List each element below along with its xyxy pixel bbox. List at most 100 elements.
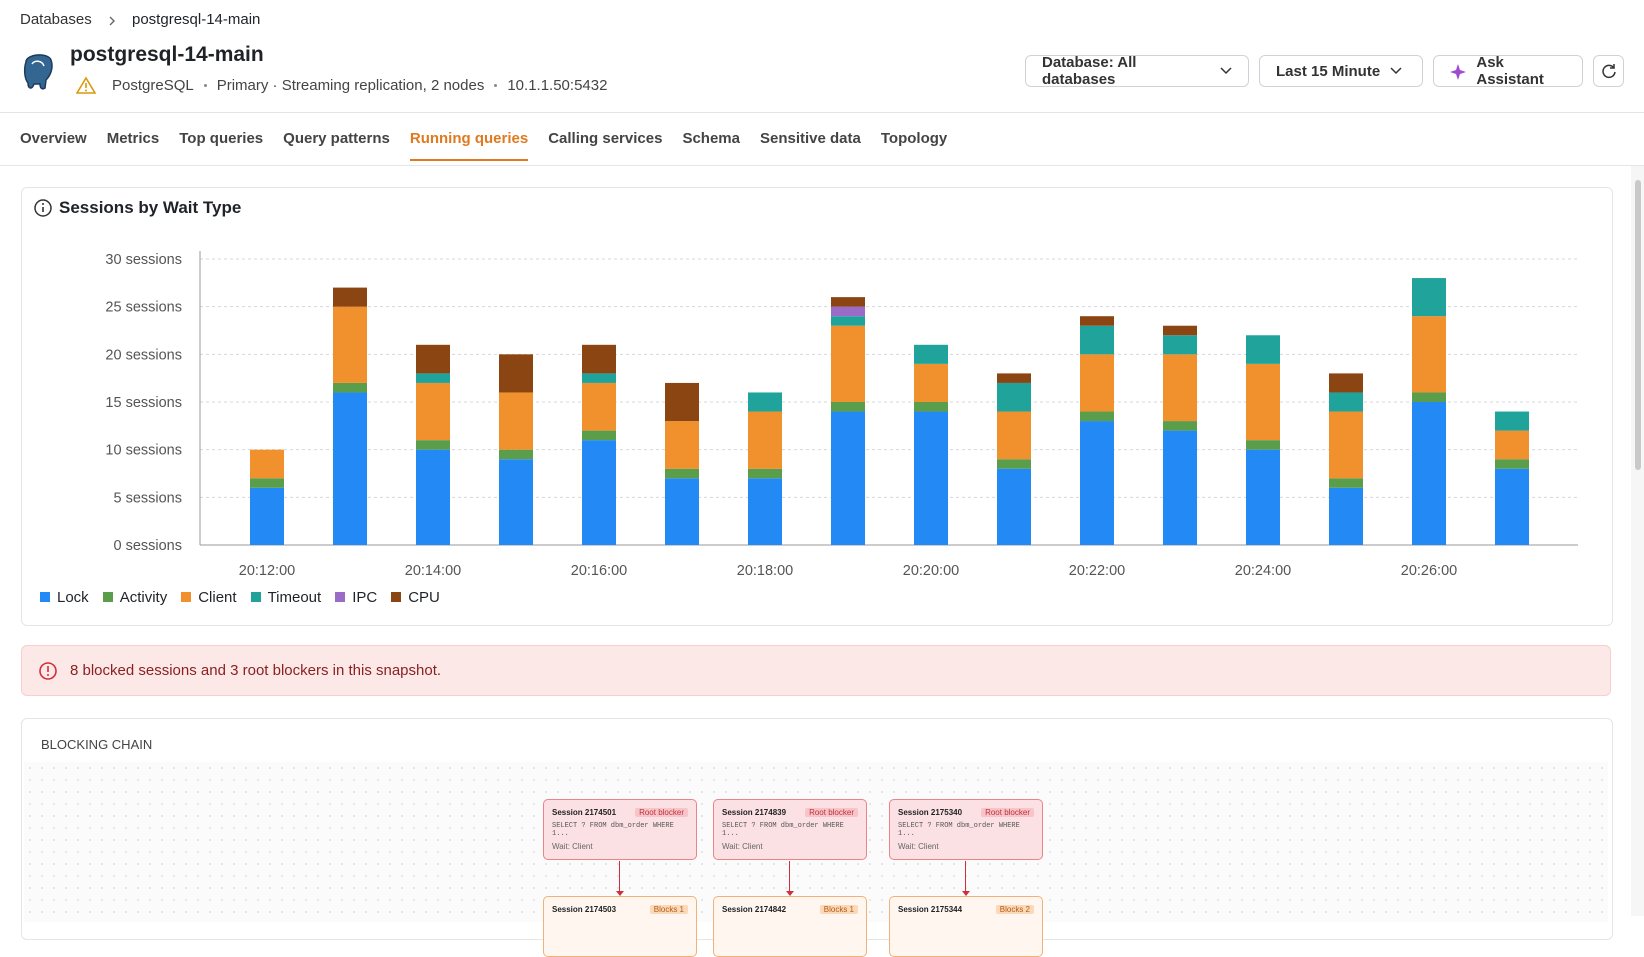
x-tick-label: 20:16:00 <box>571 563 627 579</box>
database-select[interactable]: Database: All databases <box>1025 54 1249 88</box>
bar-segment <box>997 411 1031 460</box>
tab[interactable]: Schema <box>682 130 740 147</box>
bar-segment <box>1163 354 1197 422</box>
breadcrumb[interactable]: Databases <box>20 11 92 28</box>
session-node[interactable]: Session 2174839 Root blocker SELECT ? FROM… <box>713 799 867 860</box>
session-id: Session 2174501 <box>552 808 617 817</box>
legend-item: Activity <box>102 589 168 606</box>
bar-segment <box>416 382 450 441</box>
refresh-button[interactable] <box>1593 55 1624 87</box>
badge: Root blocker <box>635 808 688 817</box>
sparkle-icon <box>1450 64 1466 80</box>
badge: Blocks 1 <box>819 905 858 914</box>
session-node[interactable]: Session 2174503 Blocks 1 <box>543 896 697 957</box>
bar-segment <box>582 430 616 441</box>
bar-segment <box>831 402 865 412</box>
bar-segment <box>1163 335 1197 355</box>
legend-label: Lock <box>57 589 89 606</box>
bar-segment <box>748 478 782 545</box>
bar-segment <box>1246 440 1280 450</box>
legend-label: Activity <box>119 589 168 606</box>
button-label: Ask Assistant <box>1476 54 1544 88</box>
bar-segment <box>416 449 450 545</box>
bar-segment <box>499 392 533 450</box>
legend-swatch <box>335 592 346 602</box>
tab[interactable]: Calling services <box>548 130 663 147</box>
y-tick-label: 5 sessions <box>113 490 182 506</box>
bar-segment <box>1080 354 1114 412</box>
bar-segment <box>1080 316 1114 326</box>
bar-segment <box>416 373 450 383</box>
wait: Wait: Client <box>552 842 593 851</box>
bar-segment <box>997 382 1031 412</box>
tab[interactable]: Query patterns <box>283 130 390 147</box>
refresh-icon <box>1601 64 1616 79</box>
bar-segment <box>1329 411 1363 479</box>
bar-segment <box>1495 430 1529 460</box>
meta-item: Primary · Streaming replication, 2 nodes <box>216 76 485 94</box>
time-select[interactable]: Last 15 Minute <box>1259 55 1423 87</box>
bar-segment <box>582 382 616 431</box>
bar-segment <box>582 344 616 374</box>
session-node[interactable]: Session 2175340 Root blocker SELECT ? FROM… <box>889 799 1043 860</box>
legend-swatch <box>102 592 113 602</box>
separator <box>203 83 207 87</box>
query: SELECT ? FROM dbm_order WHERE 1... <box>898 822 1020 838</box>
bar-segment <box>831 411 865 545</box>
session-node[interactable]: Session 2175344 Blocks 2 <box>889 896 1043 957</box>
alert-text: 8 blocked sessions and 3 root blockers i… <box>70 662 442 679</box>
scrollbar-thumb[interactable] <box>1635 180 1641 470</box>
meta-item: 10.1.1.50:5432 <box>507 76 608 94</box>
legend-label: Timeout <box>267 589 322 606</box>
tab[interactable]: Top queries <box>179 130 264 147</box>
button-label: Last 15 Minute <box>1276 62 1381 80</box>
session-id: Session 2174842 <box>722 905 787 914</box>
query: SELECT ? FROM dbm_order WHERE 1... <box>722 822 844 838</box>
legend-item: Timeout <box>250 589 322 606</box>
node-header: Session 2174839 Root blocker <box>722 808 858 817</box>
tab[interactable]: Sensitive data <box>759 130 861 147</box>
session-id: Session 2174503 <box>552 905 617 914</box>
session-node[interactable]: Session 2174501 Root blocker SELECT ? FROM… <box>543 799 697 860</box>
tab[interactable]: Overview <box>20 130 87 147</box>
wait: Wait: Client <box>722 842 763 851</box>
bar-segment <box>914 402 948 412</box>
legend-item: CPU <box>391 589 440 606</box>
ask-assistant[interactable]: Ask Assistant <box>1433 54 1583 88</box>
bar-segment <box>748 392 782 412</box>
badge: Root blocker <box>981 808 1034 817</box>
bar-segment <box>831 325 865 402</box>
y-tick-label: 15 sessions <box>105 395 182 411</box>
bar-segment <box>831 316 865 326</box>
tab-bar: Overview Metrics Top queries Query patterns… <box>20 130 947 161</box>
bar-segment <box>1495 411 1529 431</box>
bar-segment <box>499 449 533 460</box>
bar-segment <box>665 382 699 422</box>
warning-icon <box>76 76 96 94</box>
tab[interactable]: Topology <box>880 130 948 147</box>
bar-segment <box>1163 430 1197 545</box>
bar-segment <box>499 459 533 545</box>
bar-segment <box>997 373 1031 383</box>
node-header: Session 2175340 Root blocker <box>898 808 1034 817</box>
legend-swatch <box>391 592 402 602</box>
bar-segment <box>1163 325 1197 336</box>
divider <box>0 112 1644 113</box>
tab[interactable]: Running queries <box>409 130 529 161</box>
arrow-head <box>786 891 794 896</box>
x-tick-label: 20:12:00 <box>239 563 295 579</box>
session-node[interactable]: Session 2174842 Blocks 1 <box>713 896 867 957</box>
wait: Wait: Client <box>898 842 939 851</box>
bar-segment <box>416 440 450 450</box>
meta-item: PostgreSQL <box>112 76 194 94</box>
bar-segment <box>997 468 1031 545</box>
arrow-head <box>616 891 624 896</box>
breadcrumb-sep <box>109 16 115 26</box>
bar-segment <box>1246 363 1280 441</box>
bar-segment <box>582 440 616 545</box>
scrollbar[interactable] <box>1631 166 1644 916</box>
bar-segment <box>1246 335 1280 364</box>
tab[interactable]: Metrics <box>106 130 160 147</box>
bar-segment <box>333 287 367 307</box>
alert: 8 blocked sessions and 3 root blockers i… <box>21 645 1611 696</box>
